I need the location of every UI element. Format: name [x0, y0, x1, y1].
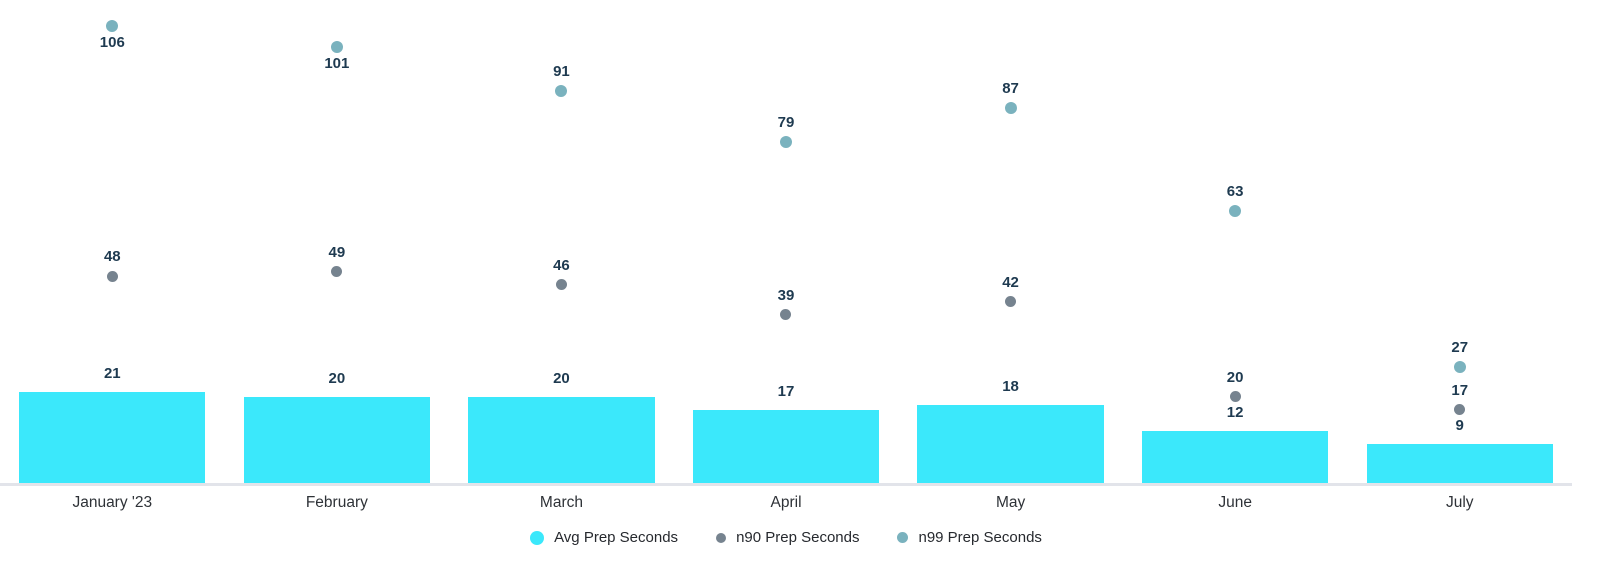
- n99-value-label: 27: [1451, 338, 1469, 356]
- n90-value-label: 20: [1226, 368, 1244, 386]
- x-axis: January '23 February March April May June July: [0, 486, 1572, 512]
- n90-value-label: 48: [103, 248, 121, 265]
- n90-point[interactable]: [1454, 404, 1466, 416]
- n90-value-label: 17: [1451, 381, 1469, 399]
- avg-prep-bar[interactable]: [1366, 444, 1553, 483]
- n99-point[interactable]: [330, 41, 343, 54]
- n99-value-label: 101: [324, 55, 350, 73]
- x-axis-label: July: [1445, 494, 1474, 511]
- n90-value-label: 39: [777, 286, 795, 304]
- category-band: 21 48 106: [0, 0, 225, 483]
- legend-item-avg[interactable]: Avg Prep Seconds: [530, 529, 678, 546]
- n99-point[interactable]: [1004, 101, 1017, 114]
- legend-label: n99 Prep Seconds: [918, 529, 1042, 546]
- avg-prep-bar[interactable]: [468, 396, 655, 483]
- category-band: 20 46 91: [449, 0, 674, 483]
- n90-point[interactable]: [1005, 296, 1017, 308]
- n99-point[interactable]: [555, 84, 568, 97]
- n99-point[interactable]: [1453, 360, 1466, 373]
- n90-value-label: 46: [553, 256, 570, 274]
- plot-area: 21 48 106 20 49 101 20 46 91 17 39 79 18 42 87 12 20 63 9 1…: [0, 0, 1572, 486]
- avg-prep-bar[interactable]: [692, 409, 880, 483]
- n99-value-label: 87: [1002, 79, 1019, 97]
- legend-label: Avg Prep Seconds: [554, 529, 679, 546]
- n99-value-label: 63: [1226, 183, 1244, 201]
- legend-item-n90[interactable]: n90 Prep Seconds: [716, 529, 859, 546]
- n99-value-label: 106: [99, 33, 125, 51]
- legend-marker-icon: [716, 532, 727, 543]
- legend-marker-icon: [897, 532, 909, 543]
- legend-item-n99[interactable]: n99 Prep Seconds: [897, 529, 1042, 546]
- x-axis-label: January '23: [72, 494, 153, 511]
- x-axis-label: February: [305, 494, 368, 511]
- category-band: 18 42 87: [898, 0, 1123, 483]
- n90-value-label: 42: [1002, 273, 1019, 291]
- x-axis-label: April: [770, 494, 802, 511]
- n90-point[interactable]: [331, 266, 343, 278]
- legend: Avg Prep Seconds n90 Prep Seconds n99 Prep…: [0, 529, 1572, 546]
- avg-value-label: 9: [1455, 417, 1464, 435]
- category-band: 9 17 27: [1347, 0, 1572, 483]
- n99-point[interactable]: [1229, 205, 1242, 218]
- n99-value-label: 79: [777, 114, 795, 132]
- n90-point[interactable]: [106, 270, 118, 282]
- n90-point[interactable]: [555, 279, 567, 291]
- legend-marker-icon: [530, 530, 545, 545]
- n90-point[interactable]: [1229, 391, 1241, 403]
- avg-value-label: 17: [777, 382, 795, 400]
- avg-prep-bar[interactable]: [1141, 431, 1329, 483]
- category-band: 17 39 79: [674, 0, 899, 483]
- avg-prep-bar[interactable]: [19, 392, 206, 483]
- n90-point[interactable]: [780, 309, 792, 321]
- avg-prep-bar[interactable]: [917, 405, 1104, 483]
- avg-prep-bar[interactable]: [243, 396, 431, 483]
- category-band: 20 49 101: [225, 0, 450, 483]
- avg-value-label: 12: [1226, 404, 1244, 422]
- x-axis-label: March: [539, 494, 583, 511]
- n99-point[interactable]: [779, 136, 792, 149]
- n99-value-label: 91: [553, 62, 570, 80]
- avg-value-label: 20: [328, 369, 346, 387]
- x-axis-label: June: [1218, 494, 1252, 511]
- legend-label: n90 Prep Seconds: [736, 529, 860, 546]
- avg-value-label: 20: [553, 369, 570, 387]
- n99-point[interactable]: [106, 19, 119, 32]
- x-axis-label: May: [995, 494, 1026, 511]
- avg-value-label: 18: [1002, 378, 1019, 396]
- avg-value-label: 21: [103, 365, 121, 383]
- n90-value-label: 49: [328, 243, 346, 261]
- category-band: 12 20 63: [1123, 0, 1348, 483]
